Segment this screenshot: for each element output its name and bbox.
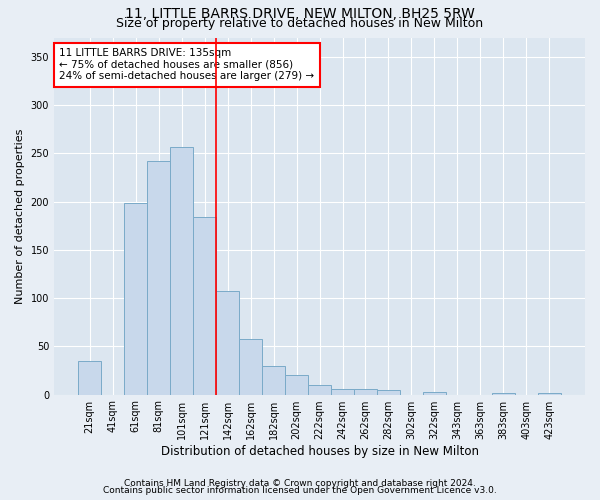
Text: Contains HM Land Registry data © Crown copyright and database right 2024.: Contains HM Land Registry data © Crown c… <box>124 478 476 488</box>
Bar <box>331 389 354 394</box>
Bar <box>377 390 400 394</box>
Text: Size of property relative to detached houses in New Milton: Size of property relative to detached ho… <box>116 18 484 30</box>
Bar <box>354 389 377 394</box>
Text: Contains public sector information licensed under the Open Government Licence v3: Contains public sector information licen… <box>103 486 497 495</box>
Bar <box>492 392 515 394</box>
Bar <box>239 338 262 394</box>
Y-axis label: Number of detached properties: Number of detached properties <box>15 128 25 304</box>
Bar <box>262 366 285 394</box>
Bar <box>78 361 101 394</box>
Bar <box>170 146 193 394</box>
Bar <box>124 204 147 394</box>
Bar <box>423 392 446 394</box>
X-axis label: Distribution of detached houses by size in New Milton: Distribution of detached houses by size … <box>161 444 479 458</box>
Text: 11, LITTLE BARRS DRIVE, NEW MILTON, BH25 5RW: 11, LITTLE BARRS DRIVE, NEW MILTON, BH25… <box>125 8 475 22</box>
Bar <box>193 217 216 394</box>
Bar <box>308 385 331 394</box>
Text: 11 LITTLE BARRS DRIVE: 135sqm
← 75% of detached houses are smaller (856)
24% of : 11 LITTLE BARRS DRIVE: 135sqm ← 75% of d… <box>59 48 314 82</box>
Bar <box>147 161 170 394</box>
Bar <box>216 292 239 395</box>
Bar <box>538 392 561 394</box>
Bar <box>285 376 308 394</box>
